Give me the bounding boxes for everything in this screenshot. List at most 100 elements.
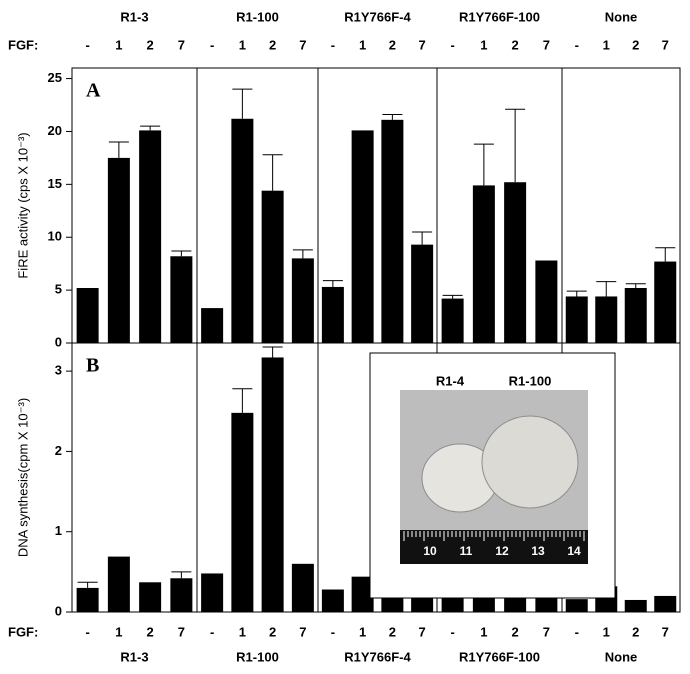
tumor [481, 415, 579, 509]
inset-label: R1-100 [509, 373, 552, 388]
panel-letter: B [86, 355, 99, 377]
group-label: R1Y766F-100 [459, 9, 540, 24]
bar [472, 185, 495, 343]
bar [595, 296, 618, 343]
y-tick-label: 1 [55, 523, 62, 538]
dose-label: - [85, 37, 89, 52]
bar [261, 357, 284, 612]
bar [76, 587, 99, 612]
error-bar [292, 249, 313, 259]
dose-label: 2 [389, 37, 396, 52]
ruler-label: 13 [531, 544, 545, 558]
group-label: R1Y766F-4 [344, 9, 411, 24]
error-bar [596, 281, 617, 297]
dose-label: - [210, 37, 214, 52]
dose-label: 1 [603, 37, 610, 52]
bar [139, 582, 162, 612]
dose-label: 2 [389, 624, 396, 639]
error-bar [655, 247, 676, 262]
dose-label: 7 [543, 624, 550, 639]
error-bar [140, 125, 161, 131]
dose-label: 2 [512, 37, 519, 52]
error-bar [232, 388, 253, 413]
dose-label: - [450, 624, 454, 639]
error-bar [232, 88, 253, 119]
bar [351, 576, 374, 612]
bar [624, 599, 647, 612]
bar [170, 578, 193, 612]
bar [504, 182, 527, 343]
dose-label: 1 [603, 624, 610, 639]
y-axis-label: FiRE activity (cps X 10⁻³) [15, 132, 30, 278]
fgf-label: FGF: [8, 37, 38, 52]
dose-label: 7 [178, 37, 185, 52]
bar [170, 256, 193, 343]
group-label: None [605, 649, 638, 664]
plot-frame [71, 342, 681, 613]
inset-label: R1-4 [436, 373, 465, 388]
ruler-label: 14 [567, 544, 581, 558]
group-label: None [605, 9, 638, 24]
group-label: R1-3 [120, 9, 148, 24]
dose-label: 1 [239, 37, 246, 52]
bar [411, 244, 434, 343]
dose-label: 7 [662, 37, 669, 52]
dose-label: - [331, 37, 335, 52]
dose-label: 2 [269, 37, 276, 52]
bar [624, 288, 647, 343]
bar [291, 258, 314, 343]
bar [654, 595, 677, 612]
y-axis-label: DNA synthesis(cpm X 10⁻³) [15, 398, 30, 557]
dose-label: 7 [419, 624, 426, 639]
error-bar [505, 108, 526, 183]
group-label: R1-100 [236, 649, 279, 664]
dose-label: 1 [115, 624, 122, 639]
dose-label: - [575, 624, 579, 639]
dose-label: - [210, 624, 214, 639]
ruler-label: 11 [460, 544, 473, 558]
error-bar [412, 231, 433, 245]
dose-label: 7 [299, 37, 306, 52]
group-label: R1Y766F-100 [459, 649, 540, 664]
y-tick-label: 10 [48, 229, 62, 244]
y-tick-label: 0 [55, 603, 62, 618]
dose-label: 1 [480, 37, 487, 52]
dose-label: 2 [269, 624, 276, 639]
bar [107, 556, 130, 612]
bar [565, 296, 588, 343]
dose-label: 1 [359, 624, 366, 639]
y-tick-label: 20 [48, 123, 62, 138]
y-tick-label: 3 [55, 363, 62, 378]
bar [139, 130, 162, 343]
dose-label: 2 [147, 624, 154, 639]
dose-label: 2 [512, 624, 519, 639]
bar [321, 286, 344, 343]
ruler [400, 530, 588, 564]
dose-label: 1 [115, 37, 122, 52]
bar [261, 190, 284, 343]
dose-label: 7 [178, 624, 185, 639]
bar [231, 412, 254, 612]
dose-label: 7 [299, 624, 306, 639]
dose-label: 2 [632, 37, 639, 52]
bar [441, 298, 464, 343]
bar [291, 563, 314, 612]
fgf-label: FGF: [8, 624, 38, 639]
error-bar [77, 581, 98, 588]
bar [535, 260, 558, 343]
group-label: R1-100 [236, 9, 279, 24]
dose-label: 7 [662, 624, 669, 639]
dose-label: - [331, 624, 335, 639]
panel-letter: A [86, 80, 101, 102]
bar [231, 118, 254, 344]
error-bar [262, 154, 283, 191]
y-tick-label: 5 [55, 282, 62, 297]
error-bar [108, 141, 129, 158]
error-bar [171, 571, 192, 579]
error-bar [382, 114, 403, 120]
bar [107, 157, 130, 343]
error-bar [262, 346, 283, 358]
bar [654, 261, 677, 343]
bar [381, 597, 404, 612]
